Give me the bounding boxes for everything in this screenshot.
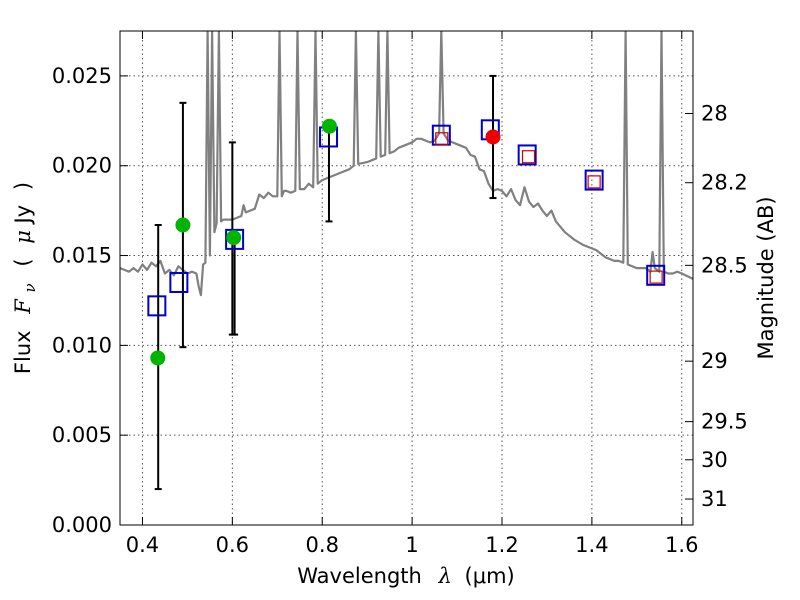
- x-axis-title-unit: (μm): [465, 564, 515, 588]
- y-tick-label: 0.020: [52, 154, 112, 178]
- blue-square-point: [517, 144, 537, 166]
- x-tick-label: 1.6: [665, 533, 698, 557]
- y-axis-title-subscript: ν: [21, 283, 39, 292]
- y2-tick-label: 28: [701, 101, 728, 125]
- y-tick-label: 0.005: [52, 423, 112, 447]
- red-square-point: [587, 175, 601, 189]
- y2-tick-label: 30: [701, 448, 728, 472]
- red-square-point: [521, 150, 536, 164]
- y-axis-title-close: ): [11, 182, 35, 190]
- y-tick-label: 0.025: [52, 64, 112, 88]
- red-circle-point: [485, 129, 501, 145]
- y-axis-title-text: Flux: [11, 330, 35, 374]
- blue-square-point: [584, 169, 604, 191]
- x-tick-label: 1.4: [575, 533, 608, 557]
- green-circle-point: [321, 118, 337, 134]
- x-tick-label: 0.8: [306, 533, 339, 557]
- y-tick-label: 0.000: [52, 513, 112, 537]
- x-axis-title-symbol: λ: [438, 564, 452, 588]
- y-tick-label: 0.010: [52, 333, 112, 357]
- x-axis-title: Wavelength λ (μm): [297, 564, 514, 588]
- x-tick-label: 1.2: [485, 533, 518, 557]
- green-circle-point: [150, 350, 166, 366]
- y-tick-label: 0.015: [52, 244, 112, 268]
- y-axis-title: Flux F ν ( μ Jy ): [11, 182, 40, 374]
- red-square-point: [649, 270, 663, 284]
- tick-layer: 0.4 0.6 0.8 1 1.2 1.4 1.6 0.000 0.005 0.010 0.015 0…: [52, 31, 748, 557]
- green-circle-point: [226, 230, 242, 246]
- y2-tick-label: 29.5: [701, 410, 748, 434]
- y2-tick-label: 28.2: [701, 171, 748, 195]
- plot-frame: [119, 30, 694, 526]
- x-tick-label: 1: [405, 533, 418, 557]
- marker-layer: [147, 118, 666, 366]
- x-tick-label: 0.6: [216, 533, 249, 557]
- y-axis-title-unit: Jy: [11, 205, 35, 226]
- y-axis-title-symbol: F: [11, 298, 35, 315]
- y-axis-title-open: (: [11, 258, 35, 266]
- y-axis-title-mu: μ: [11, 230, 35, 244]
- y2-tick-label: 28.5: [701, 253, 748, 277]
- blue-square-point: [147, 295, 167, 317]
- y2-axis-title: Magnitude (AB): [754, 196, 778, 359]
- green-circle-point: [175, 217, 191, 233]
- spectrum-line: [120, 31, 693, 297]
- blue-square-point: [646, 264, 666, 286]
- spectrum-layer: [120, 31, 693, 297]
- y2-tick-label: 31: [701, 487, 728, 511]
- blue-square-point: [225, 228, 245, 250]
- grid-layer: [120, 31, 693, 526]
- y2-tick-label: 29: [701, 349, 728, 373]
- x-tick-label: 0.4: [126, 533, 159, 557]
- x-axis-title-text: Wavelength: [297, 564, 422, 588]
- red-square-point: [435, 132, 449, 146]
- blue-square-point: [169, 271, 189, 293]
